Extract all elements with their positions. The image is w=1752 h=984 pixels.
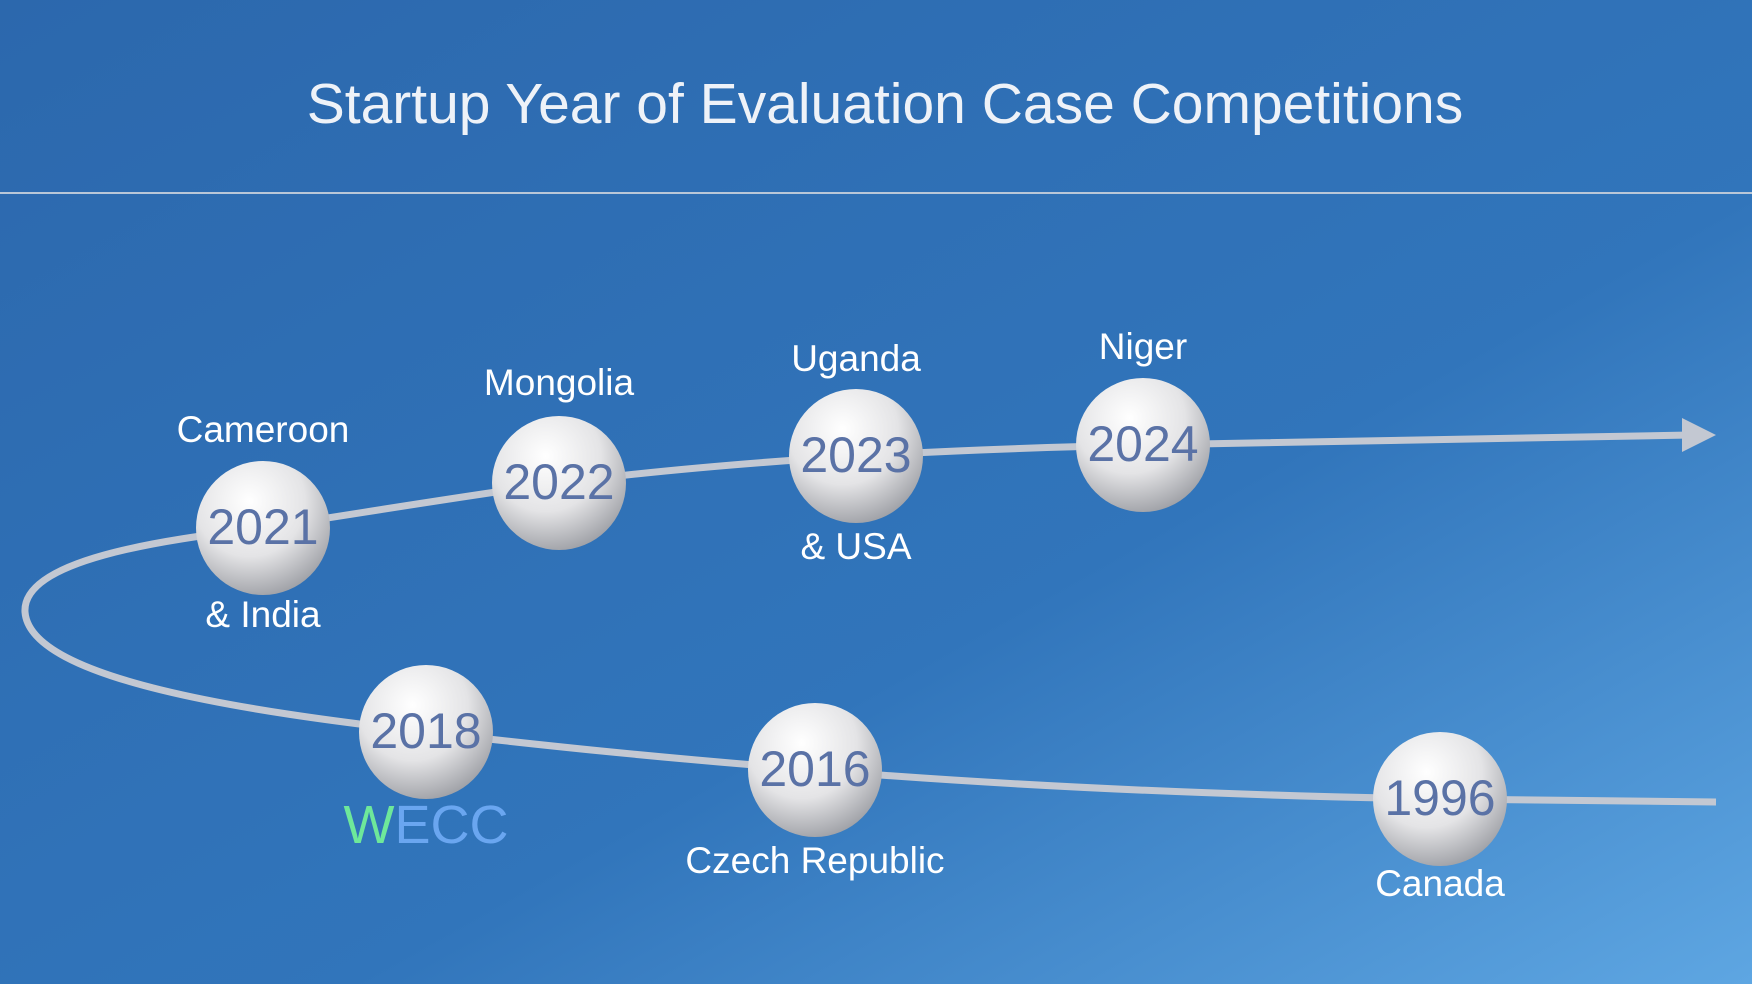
wecc-label: WECC <box>344 795 509 855</box>
year-label: 2021 <box>207 499 318 555</box>
country-label: Cameroon <box>177 409 350 450</box>
year-label: 2024 <box>1087 416 1198 472</box>
year-ball <box>1373 732 1507 866</box>
arrowhead <box>1682 418 1716 452</box>
country-label: Mongolia <box>484 362 635 403</box>
country-label: Niger <box>1099 326 1187 367</box>
year-ball <box>359 665 493 799</box>
country-label: Czech Republic <box>685 840 944 881</box>
country-label: Canada <box>1375 863 1505 904</box>
year-label: 2023 <box>800 427 911 483</box>
country-label: & USA <box>800 526 911 567</box>
year-ball <box>748 703 882 837</box>
title: Startup Year of Evaluation Case Competit… <box>307 72 1464 136</box>
year-ball <box>789 389 923 523</box>
wecc-part: ECC <box>394 795 508 855</box>
year-ball <box>1076 378 1210 512</box>
year-label: 2018 <box>370 703 481 759</box>
country-label: & India <box>205 594 321 635</box>
wecc-part: W <box>344 795 395 855</box>
year-label: 1996 <box>1384 770 1495 826</box>
year-ball <box>492 416 626 550</box>
year-label: 2022 <box>503 454 614 510</box>
nodes: 2021 Cameroon & India 2022 Mongolia 2023 Ugand… <box>177 326 1507 904</box>
country-label: Uganda <box>791 338 921 379</box>
year-label: 2016 <box>759 741 870 797</box>
year-ball <box>196 461 330 595</box>
